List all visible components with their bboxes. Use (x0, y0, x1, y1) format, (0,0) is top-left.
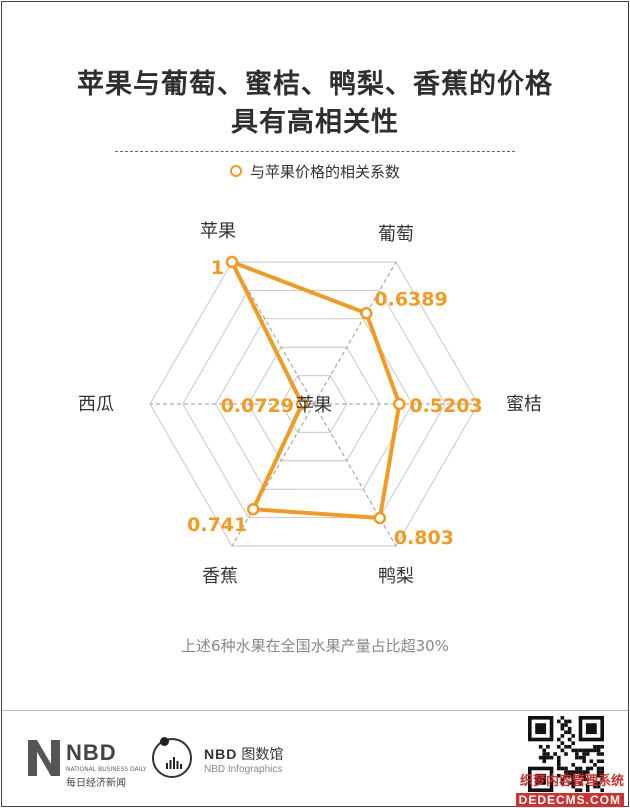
data-point-3 (373, 511, 387, 525)
data-point-0 (225, 255, 239, 269)
axis-spoke-1 (313, 261, 397, 405)
infographics-logo: NBD 图数馆 NBD Infographics (152, 737, 312, 782)
chart-title-line2: 具有高相关性 (231, 107, 399, 138)
footer-divider (2, 710, 628, 711)
nbd-mark-icon (28, 740, 60, 776)
value-label-1: 0.6389 (374, 288, 447, 310)
axis-label-4: 香蕉 (202, 566, 238, 587)
infographics-circle-icon (152, 737, 192, 778)
axis-label-3: 鸭梨 (378, 566, 414, 587)
title-divider (115, 151, 515, 152)
watermark-line2: DEDECMS.COM (515, 793, 624, 807)
value-label-5: 0.0729 (221, 395, 294, 417)
legend-marker (229, 164, 242, 177)
data-point-4 (246, 502, 260, 516)
axis-label-1: 葡萄 (378, 224, 414, 245)
data-point-1 (360, 307, 373, 320)
axis-label-2: 蜜桔 (506, 394, 542, 415)
value-label-0: 1 (211, 257, 224, 279)
infographics-title: NBD 图数馆 (204, 746, 284, 763)
footnote: 上述6种水果在全国水果产量占比超30% (181, 637, 449, 655)
watermark: 织梦内容管理系统 DEDECMS.COM (512, 770, 624, 808)
axis-label-0: 苹果 (200, 221, 236, 242)
nbd-logo-text: NBD (66, 740, 117, 765)
chart-title-line1: 苹果与葡萄、蜜桔、鸭梨、香蕉的价格 (77, 69, 553, 100)
legend-label: 与苹果价格的相关系数 (249, 163, 400, 181)
nbd-logo: NBD NATIONAL BUSINESS DAILY 每日经济新闻 (28, 740, 148, 789)
value-label-4: 0.741 (187, 514, 247, 536)
value-label-2: 0.5203 (409, 395, 482, 417)
infographics-subtitle: NBD Infographics (204, 764, 283, 775)
grid-ring-1 (280, 375, 348, 433)
center-label: 苹果 (296, 395, 332, 416)
qr-code-icon[interactable] (528, 716, 604, 792)
axis-spoke-4 (231, 403, 315, 547)
data-point-2 (393, 397, 406, 411)
nbd-logo-chinese: 每日经济新闻 (66, 778, 126, 789)
axis-spoke-3 (313, 403, 397, 547)
axis-label-5: 西瓜 (78, 394, 114, 415)
legend: 与苹果价格的相关系数 (0, 161, 630, 182)
data-point-5 (295, 397, 309, 411)
nbd-logo-subtitle: NATIONAL BUSINESS DAILY (66, 766, 147, 773)
watermark-line1: 织梦内容管理系统 (519, 774, 624, 789)
value-label-3: 0.803 (394, 527, 454, 549)
